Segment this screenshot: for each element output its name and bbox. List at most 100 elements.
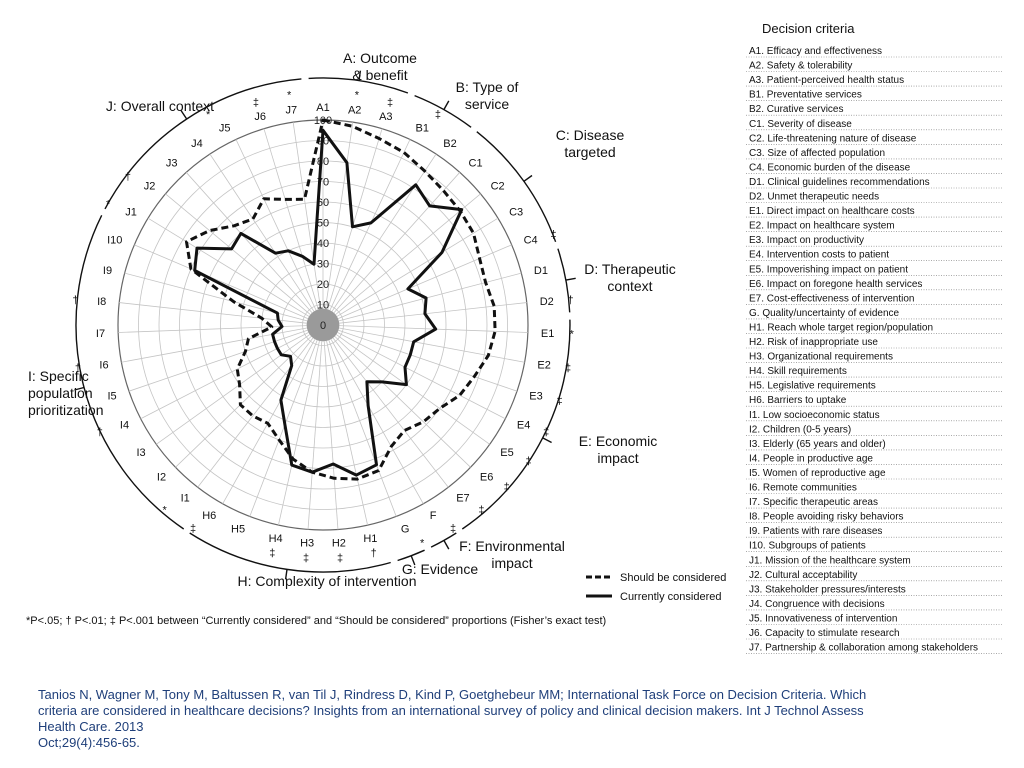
criteria-item: A2. Safety & tolerability: [749, 61, 852, 72]
significance-mark: *: [287, 90, 292, 102]
axis-label: J7: [285, 104, 297, 116]
radar-spoke: [339, 302, 527, 324]
axis-label: J3: [166, 158, 178, 170]
criteria-item: I9. Patients with rare diseases: [749, 526, 882, 537]
criteria-item: C3. Size of affected population: [749, 148, 885, 159]
radar-spoke: [339, 327, 525, 363]
axis-label: E2: [537, 360, 550, 372]
group-bracket: [308, 77, 409, 94]
group-bracket: [75, 214, 185, 530]
axis-label: C4: [524, 235, 538, 247]
group-bracket-tick: [443, 540, 450, 550]
criteria-item: E7. Cost-effectiveness of intervention: [749, 293, 914, 304]
radial-tick-label: 30: [317, 259, 329, 271]
group-bracket-tick: [542, 437, 552, 444]
axis-label: F: [430, 510, 437, 522]
citation: Tanios N, Wagner M, Tony M, Baltussen R,…: [38, 687, 998, 751]
radial-tick-label: 50: [317, 218, 329, 230]
axis-label: I4: [120, 420, 129, 432]
radar-spoke: [185, 172, 313, 314]
radar-spoke: [333, 172, 461, 314]
axis-label: A3: [379, 111, 392, 123]
group-bracket: [414, 94, 472, 128]
group-label: C: Disease targeted: [556, 127, 625, 160]
radar-spoke: [329, 139, 411, 311]
group-label: D: Therapeutic context: [584, 261, 676, 294]
radar-core: [306, 308, 340, 342]
criteria-item: H3. Organizational requirements: [749, 352, 893, 363]
significance-mark: ‡: [253, 97, 259, 109]
significance-mark: ‡: [269, 547, 275, 559]
group-bracket-tick: [410, 555, 416, 566]
significance-mark: *: [206, 109, 211, 121]
radar-spoke: [337, 332, 506, 420]
axis-label: E5: [500, 447, 513, 459]
group-bracket-tick: [358, 70, 362, 81]
axis-label: H4: [269, 533, 283, 545]
axis-label: J2: [144, 181, 156, 193]
significance-mark: ‡: [303, 552, 309, 564]
group-bracket: [557, 248, 571, 313]
radar-spoke: [336, 334, 490, 445]
criteria-item: A3. Patient-perceived health status: [749, 75, 904, 86]
significance-mark: ‡: [504, 482, 510, 494]
criteria-item: H5. Legislative requirements: [749, 381, 876, 392]
axis-label: I3: [137, 447, 146, 459]
criteria-item: I10. Subgroups of patients: [749, 541, 866, 552]
radar-spoke: [337, 244, 512, 319]
radar-spoke: [307, 341, 323, 530]
radar-spoke: [338, 272, 522, 322]
axis-label: I7: [96, 328, 105, 340]
radar-spoke: [330, 339, 424, 504]
criteria-item: I2. Children (0-5 years): [749, 424, 851, 435]
legend-label-should: Should be considered: [620, 572, 726, 584]
citation-line-3: Health Care. 2013: [38, 719, 144, 734]
group-bracket-tick: [523, 174, 533, 182]
criteria-item: J5. Innovativeness of intervention: [749, 614, 897, 625]
group-label: J: Overall context: [106, 98, 214, 114]
criteria-item: J1. Mission of the healthcare system: [749, 555, 911, 566]
group-bracket: [397, 549, 425, 562]
significance-mark: *: [162, 504, 167, 516]
radar-spoke: [336, 217, 499, 317]
criteria-item: I6. Remote communities: [749, 483, 857, 494]
axis-label: H5: [231, 524, 245, 536]
significance-mark: ‡: [435, 109, 441, 121]
significance-mark: ‡: [337, 552, 343, 564]
radar-groups: A: Outcome & benefit B: Type of service C: D…: [28, 50, 676, 589]
criteria-item: I7. Specific therapeutic areas: [749, 497, 878, 508]
radar-spoke: [249, 340, 318, 517]
chart-footnote: *P<.05; † P<.01; ‡ P<.001 between “Curre…: [26, 615, 606, 627]
criteria-item: E1. Direct impact on healthcare costs: [749, 206, 915, 217]
radial-tick-label: 80: [317, 156, 329, 168]
criteria-item: C1. Severity of disease: [749, 119, 852, 130]
group-bracket-tick: [284, 569, 288, 580]
criteria-item: H4. Skill requirements: [749, 366, 847, 377]
radar-spoke: [331, 153, 437, 312]
criteria-item: I1. Low socioeconomic status: [749, 410, 880, 421]
radar-spoke: [278, 340, 320, 526]
axis-label: E7: [456, 493, 469, 505]
axis-label: I5: [108, 390, 117, 402]
criteria-item: E2. Impact on healthcare system: [749, 221, 895, 232]
group-bracket: [189, 532, 391, 573]
group-label: I: Specific population prioritization: [28, 368, 103, 418]
significance-mark: ‡: [387, 97, 393, 109]
radar-spoke: [292, 122, 322, 309]
radar-spoke: [134, 244, 309, 319]
significance-mark: †: [75, 362, 81, 374]
axis-label: I10: [107, 235, 122, 247]
group-bracket: [476, 131, 557, 243]
criteria-item: D1. Clinical guidelines recommendations: [749, 177, 930, 188]
axis-label: J4: [191, 138, 203, 150]
criteria-item: I4. People in productive age: [749, 453, 873, 464]
radar-spoke: [222, 339, 316, 504]
axis-label: E4: [517, 420, 530, 432]
significance-mark: ‡: [478, 504, 484, 516]
radar-spoke: [335, 193, 481, 315]
axis-label: A1: [316, 102, 329, 114]
criteria-item: H6. Barriers to uptake: [749, 395, 847, 406]
radial-tick-label: 60: [317, 197, 329, 209]
group-bracket: [104, 78, 302, 210]
legend-label-current: Currently considered: [620, 591, 722, 603]
